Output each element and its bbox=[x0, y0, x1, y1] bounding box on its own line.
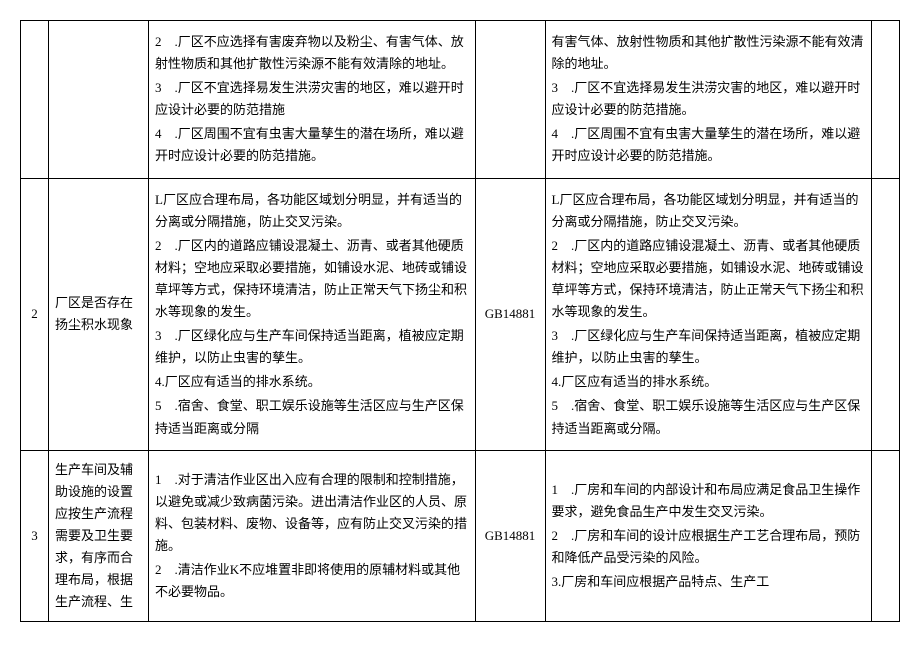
requirement-item: 2 .厂房和车间的设计应根据生产工艺合理布局，预防和降低产品受污染的风险。 bbox=[552, 525, 866, 569]
requirement-item: 4 .厂区周围不宜有虫害大量孳生的潜在场所，难以避开时应设计必要的防范措施。 bbox=[155, 123, 469, 167]
row-requirements-a: 1 .对于清洁作业区出入应有合理的限制和控制措施，以避免或减少致病菌污染。进出清… bbox=[149, 450, 476, 622]
row-requirements-a: 2 .厂区不应选择有害废弃物以及粉尘、有害气体、放射性物质和其他扩散性污染源不能… bbox=[149, 21, 476, 179]
requirement-item: 4.厂区应有适当的排水系统。 bbox=[155, 371, 469, 393]
row-standard: GB14881 bbox=[475, 178, 545, 450]
row-end bbox=[872, 450, 900, 622]
row-requirements-b: 1 .厂房和车间的内部设计和布局应满足食品卫生操作要求，避免食品生产中发生交叉污… bbox=[545, 450, 872, 622]
requirement-item: 4.厂区应有适当的排水系统。 bbox=[552, 371, 866, 393]
requirement-item: 有害气体、放射性物质和其他扩散性污染源不能有效清除的地址。 bbox=[552, 31, 866, 75]
requirement-item: 3 .厂区不宜选择易发生洪涝灾害的地区，难以避开时应设计必要的防范措施。 bbox=[552, 77, 866, 121]
row-requirements-a: L厂区应合理布局，各功能区域划分明显，并有适当的分离或分隔措施，防止交叉污染。2… bbox=[149, 178, 476, 450]
requirement-item: L厂区应合理布局，各功能区域划分明显，并有适当的分离或分隔措施，防止交叉污染。 bbox=[155, 189, 469, 233]
requirement-item: 1 .厂房和车间的内部设计和布局应满足食品卫生操作要求，避免食品生产中发生交叉污… bbox=[552, 479, 866, 523]
requirement-item: 1 .对于清洁作业区出入应有合理的限制和控制措施，以避免或减少致病菌污染。进出清… bbox=[155, 469, 469, 557]
requirement-item: 3 .厂区绿化应与生产车间保持适当距离，植被应定期维护，以防止虫害的孳生。 bbox=[552, 325, 866, 369]
requirement-item: 5 .宿舍、食堂、职工娱乐设施等生活区应与生产区保持适当距离或分隔。 bbox=[552, 395, 866, 439]
row-requirements-b: L厂区应合理布局，各功能区域划分明显，并有适当的分离或分隔措施，防止交叉污染。2… bbox=[545, 178, 872, 450]
table-row: 3生产车间及辅助设施的设置应按生产流程需要及卫生要求，有序而合理布局，根据生产流… bbox=[21, 450, 900, 622]
row-topic: 生产车间及辅助设施的设置应按生产流程需要及卫生要求，有序而合理布局，根据生产流程… bbox=[49, 450, 149, 622]
row-standard bbox=[475, 21, 545, 179]
row-standard: GB14881 bbox=[475, 450, 545, 622]
table-row: 2 .厂区不应选择有害废弃物以及粉尘、有害气体、放射性物质和其他扩散性污染源不能… bbox=[21, 21, 900, 179]
requirement-item: 3 .厂区绿化应与生产车间保持适当距离，植被应定期维护，以防止虫害的孳生。 bbox=[155, 325, 469, 369]
table-row: 2厂区是否存在扬尘积水现象L厂区应合理布局，各功能区域划分明显，并有适当的分离或… bbox=[21, 178, 900, 450]
row-topic: 厂区是否存在扬尘积水现象 bbox=[49, 178, 149, 450]
requirement-item: 4 .厂区周围不宜有虫害大量孳生的潜在场所，难以避开时应设计必要的防范措施。 bbox=[552, 123, 866, 167]
requirement-item: 3.厂房和车间应根据产品特点、生产工 bbox=[552, 571, 866, 593]
requirement-item: 2 .厂区内的道路应铺设混凝土、沥青、或者其他硬质材料；空地应采取必要措施，如铺… bbox=[552, 235, 866, 323]
row-end bbox=[872, 21, 900, 179]
regulation-table: 2 .厂区不应选择有害废弃物以及粉尘、有害气体、放射性物质和其他扩散性污染源不能… bbox=[20, 20, 900, 622]
row-number: 2 bbox=[21, 178, 49, 450]
requirement-item: 2 .清洁作业K不应堆置非即将使用的原辅材料或其他不必要物品。 bbox=[155, 559, 469, 603]
requirement-item: 5 .宿舍、食堂、职工娱乐设施等生活区应与生产区保持适当距离或分隔 bbox=[155, 395, 469, 439]
row-topic bbox=[49, 21, 149, 179]
requirement-item: 2 .厂区内的道路应铺设混凝土、沥青、或者其他硬质材料；空地应采取必要措施，如铺… bbox=[155, 235, 469, 323]
requirement-item: 2 .厂区不应选择有害废弃物以及粉尘、有害气体、放射性物质和其他扩散性污染源不能… bbox=[155, 31, 469, 75]
requirement-item: L厂区应合理布局，各功能区域划分明显，并有适当的分离或分隔措施，防止交叉污染。 bbox=[552, 189, 866, 233]
row-number bbox=[21, 21, 49, 179]
requirement-item: 3 .厂区不宜选择易发生洪涝灾害的地区，难以避开时应设计必要的防范措施 bbox=[155, 77, 469, 121]
row-end bbox=[872, 178, 900, 450]
row-number: 3 bbox=[21, 450, 49, 622]
row-requirements-b: 有害气体、放射性物质和其他扩散性污染源不能有效清除的地址。3 .厂区不宜选择易发… bbox=[545, 21, 872, 179]
